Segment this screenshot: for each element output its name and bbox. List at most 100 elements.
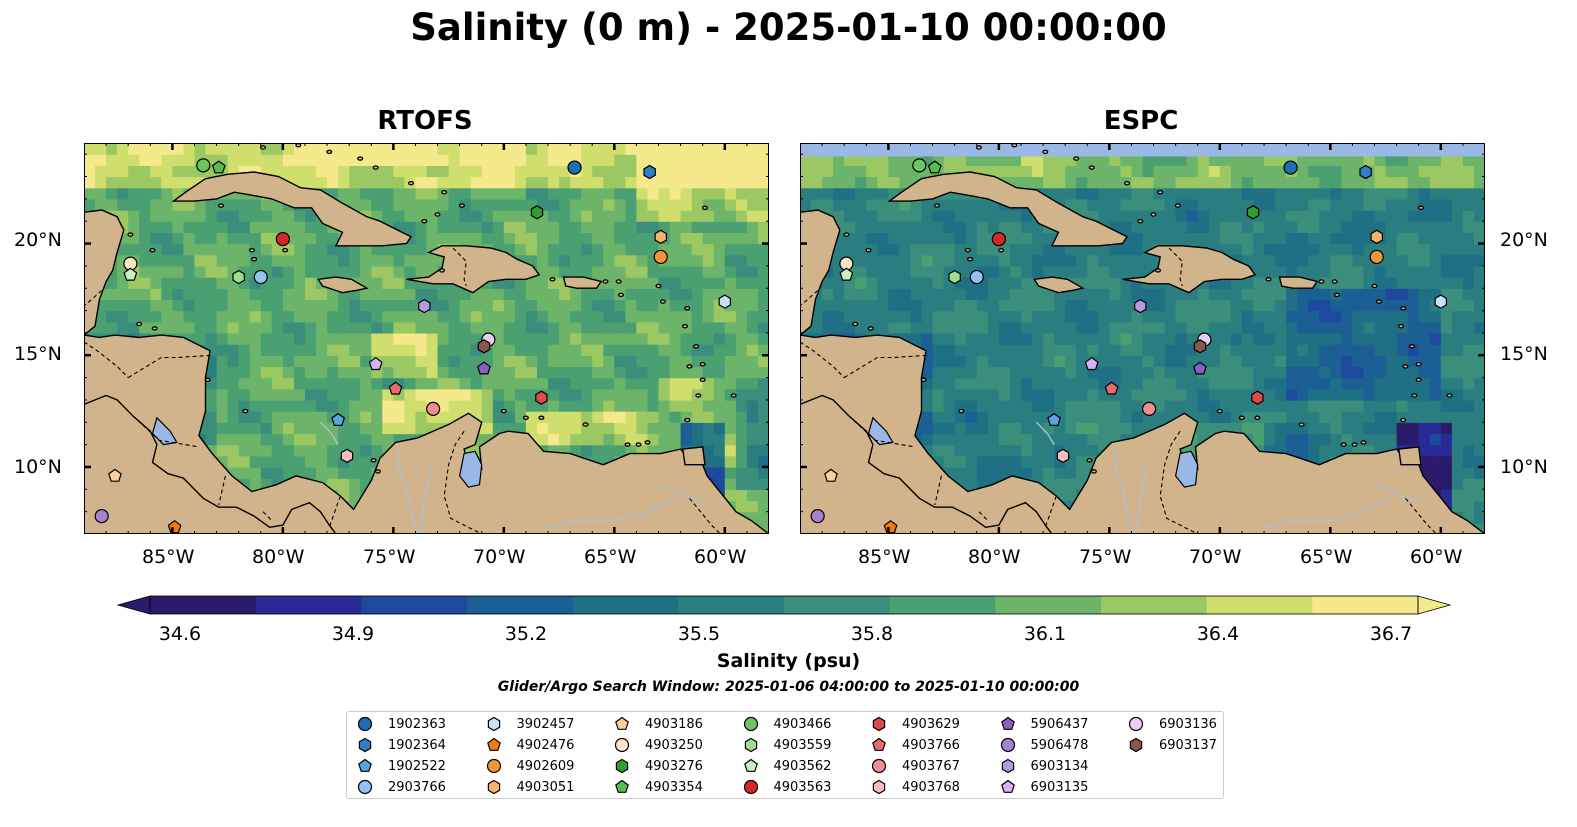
salinity-cell [1330, 154, 1342, 166]
salinity-cell [614, 187, 626, 200]
salinity-cell [415, 321, 428, 334]
salinity-cell [1319, 344, 1331, 356]
salinity-cell [987, 277, 1000, 289]
salinity-cell [1109, 399, 1121, 412]
salinity-cell [1043, 444, 1055, 457]
salinity-cell [1385, 243, 1398, 256]
salinity-cell [205, 265, 218, 278]
salinity-cell [1098, 422, 1110, 435]
salinity-cell [1341, 310, 1353, 323]
salinity-cell [172, 310, 184, 323]
salinity-cell [1021, 433, 1033, 446]
salinity-cell [691, 310, 704, 323]
salinity-cell [1098, 277, 1110, 289]
salinity-cell [603, 154, 615, 166]
salinity-cell [128, 187, 140, 200]
salinity-cell [548, 299, 560, 312]
salinity-cell [691, 154, 704, 166]
salinity-cell [393, 243, 405, 256]
salinity-cell [932, 344, 945, 356]
circle-marker-icon [1000, 737, 1015, 753]
salinity-cell [1098, 411, 1110, 423]
salinity-cell [448, 332, 461, 345]
salinity-cell [382, 254, 394, 267]
legend-label: 4903466 [773, 716, 832, 732]
salinity-cell [128, 243, 140, 256]
salinity-cell [117, 277, 129, 289]
salinity-cell [713, 355, 726, 368]
salinity-cell [271, 344, 284, 356]
salinity-cell [1208, 210, 1221, 222]
salinity-cell [106, 299, 118, 312]
colorbar-segment [1206, 596, 1260, 614]
salinity-cell [282, 299, 295, 312]
salinity-cell [161, 243, 173, 256]
salinity-cell [437, 210, 450, 222]
salinity-cell [1032, 366, 1044, 379]
salinity-cell [95, 299, 107, 312]
salinity-cell [943, 377, 956, 390]
salinity-cell [1142, 254, 1155, 267]
salinity-cell [1308, 399, 1320, 412]
salinity-cell [1474, 277, 1485, 289]
salinity-cell [1474, 198, 1485, 211]
salinity-cell [1009, 355, 1022, 368]
salinity-cell [238, 355, 251, 368]
salinity-cell [570, 422, 582, 435]
island [1073, 156, 1080, 161]
salinity-cell [1076, 344, 1088, 356]
salinity-cell [713, 366, 726, 379]
island [964, 247, 971, 253]
salinity-cell [1341, 154, 1353, 166]
salinity-cell [1319, 355, 1331, 368]
salinity-cell [1440, 288, 1453, 300]
salinity-cell [1297, 265, 1309, 278]
salinity-cell [1098, 388, 1110, 401]
salinity-cell [1021, 310, 1033, 323]
salinity-cell [1374, 422, 1387, 435]
salinity-cell [1032, 422, 1044, 435]
salinity-cell [1319, 366, 1331, 379]
salinity-cell [1120, 198, 1132, 211]
salinity-cell [1440, 478, 1453, 490]
salinity-cell [1440, 444, 1453, 457]
salinity-cell [1451, 455, 1464, 468]
salinity-cell [735, 321, 748, 334]
salinity-cell [1021, 455, 1033, 468]
salinity-cell [327, 143, 339, 155]
salinity-cell [855, 243, 867, 256]
salinity-cell [1065, 187, 1077, 200]
legend-label: 2903766 [388, 779, 446, 795]
salinity-cell [592, 154, 604, 166]
salinity-cell [1043, 422, 1055, 435]
salinity-cell [183, 198, 195, 211]
salinity-cell [866, 221, 878, 233]
salinity-cell [382, 332, 394, 345]
country-border [1405, 497, 1437, 534]
legend-label: 4903767 [902, 758, 960, 774]
salinity-cell [172, 232, 184, 245]
island [374, 469, 381, 474]
salinity-cell [1396, 232, 1409, 245]
salinity-cell [249, 399, 262, 412]
salinity-cell [1451, 500, 1464, 513]
salinity-cell [150, 154, 162, 166]
salinity-cell [1418, 455, 1431, 468]
salinity-cell [603, 344, 615, 356]
salinity-cell [647, 143, 660, 155]
salinity-cell [680, 355, 693, 368]
salinity-cell [106, 321, 118, 334]
salinity-cell [316, 243, 328, 256]
salinity-cell [921, 355, 934, 368]
salinity-cell [1219, 399, 1232, 412]
salinity-cell [1131, 377, 1144, 390]
salinity-cell [669, 265, 682, 278]
salinity-cell [205, 198, 218, 211]
salinity-cell [800, 198, 812, 211]
float-4903354-marker [211, 160, 226, 174]
salinity-cell [1462, 277, 1475, 289]
salinity-cell [1230, 288, 1243, 300]
salinity-cell [1308, 433, 1320, 446]
salinity-cell [360, 299, 372, 312]
salinity-cell [404, 377, 416, 390]
